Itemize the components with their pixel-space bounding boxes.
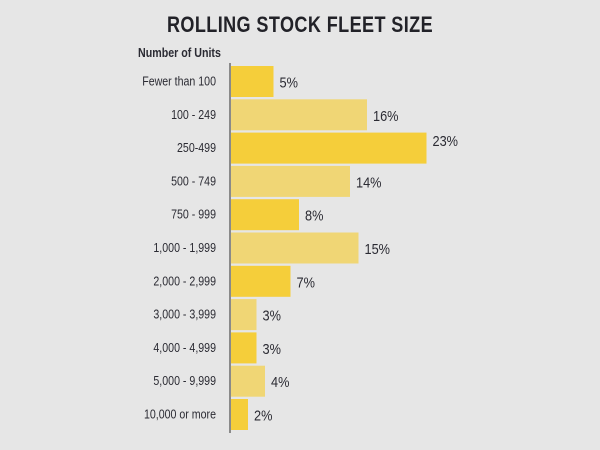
bar bbox=[231, 332, 257, 364]
category-label: 1,000 - 1,999 bbox=[153, 241, 216, 255]
category-label: 500 - 749 bbox=[171, 175, 216, 189]
y-axis-label: Number of Units bbox=[138, 45, 221, 60]
category-label: 10,000 or more bbox=[144, 408, 216, 422]
category-label: 750 - 999 bbox=[171, 208, 216, 222]
bar bbox=[231, 165, 350, 197]
value-label: 14% bbox=[356, 173, 382, 190]
value-label: 4% bbox=[271, 373, 289, 390]
value-label: 23% bbox=[433, 132, 459, 149]
bar bbox=[231, 365, 265, 397]
category-label: 250-499 bbox=[177, 141, 216, 155]
chart-title: ROLLING STOCK FLEET SIZE bbox=[166, 12, 434, 37]
category-label: 5,000 - 9,999 bbox=[153, 374, 216, 388]
value-label: 16% bbox=[373, 107, 399, 124]
category-label: 100 - 249 bbox=[171, 108, 216, 122]
category-label: Fewer than 100 bbox=[142, 75, 216, 89]
value-label: 2% bbox=[254, 406, 272, 423]
bar bbox=[231, 132, 427, 164]
category-label: 2,000 - 2,999 bbox=[153, 275, 216, 289]
category-label: 3,000 - 3,999 bbox=[153, 308, 216, 322]
value-label: 15% bbox=[365, 240, 391, 257]
category-label: 4,000 - 4,999 bbox=[153, 341, 216, 355]
bar bbox=[231, 66, 274, 97]
value-label: 5% bbox=[280, 73, 298, 90]
value-label: 7% bbox=[297, 273, 315, 290]
value-label: 8% bbox=[305, 207, 323, 224]
value-label: 3% bbox=[263, 307, 281, 324]
bar bbox=[231, 232, 359, 264]
bar bbox=[231, 99, 367, 131]
bar bbox=[231, 265, 291, 297]
bar bbox=[231, 399, 248, 430]
bar bbox=[231, 199, 299, 231]
value-label: 3% bbox=[263, 340, 281, 357]
bar bbox=[231, 299, 257, 331]
